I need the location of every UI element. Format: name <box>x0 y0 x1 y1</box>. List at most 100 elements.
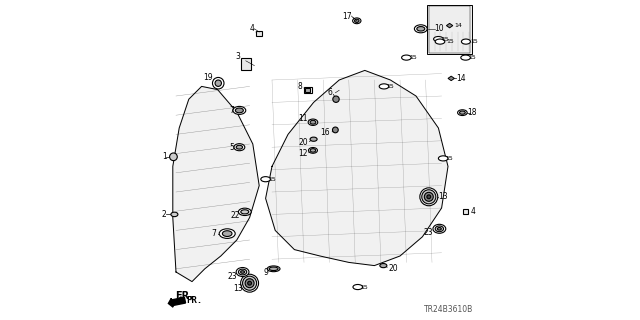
Polygon shape <box>173 86 259 282</box>
Text: 8: 8 <box>298 82 302 91</box>
Bar <box>304 87 312 93</box>
Text: 16: 16 <box>321 128 330 137</box>
Text: 20: 20 <box>388 264 399 273</box>
Text: 7: 7 <box>230 106 235 115</box>
Ellipse shape <box>355 19 359 22</box>
Ellipse shape <box>417 27 425 31</box>
Circle shape <box>215 80 221 86</box>
Bar <box>428 5 472 54</box>
Ellipse shape <box>353 284 362 290</box>
Ellipse shape <box>234 144 245 151</box>
Text: FR.: FR. <box>175 291 193 301</box>
Ellipse shape <box>458 110 467 116</box>
Text: 15: 15 <box>447 39 454 44</box>
Ellipse shape <box>435 226 444 232</box>
Circle shape <box>212 77 224 89</box>
Text: 20: 20 <box>299 138 308 147</box>
Ellipse shape <box>310 120 316 124</box>
Circle shape <box>333 127 339 133</box>
Text: 1: 1 <box>162 152 166 161</box>
Ellipse shape <box>268 266 280 272</box>
Circle shape <box>170 153 177 161</box>
Text: 12: 12 <box>298 149 308 158</box>
Circle shape <box>333 96 339 102</box>
Ellipse shape <box>438 228 442 230</box>
Ellipse shape <box>239 269 247 275</box>
Text: 11: 11 <box>298 114 308 123</box>
Ellipse shape <box>353 18 361 24</box>
Text: 5: 5 <box>230 143 235 152</box>
Bar <box>429 6 470 53</box>
Circle shape <box>245 279 254 288</box>
Text: 22: 22 <box>230 212 240 220</box>
Polygon shape <box>266 70 448 266</box>
Ellipse shape <box>236 145 243 149</box>
Circle shape <box>243 276 257 290</box>
Circle shape <box>422 190 436 204</box>
Text: 4: 4 <box>250 24 254 33</box>
Text: 10: 10 <box>435 24 444 33</box>
FancyArrow shape <box>168 297 186 307</box>
Text: 23: 23 <box>227 272 237 281</box>
Circle shape <box>424 192 433 201</box>
Ellipse shape <box>241 210 249 214</box>
Text: FR.: FR. <box>186 296 202 305</box>
Ellipse shape <box>241 271 244 273</box>
Ellipse shape <box>438 156 448 161</box>
Text: 15: 15 <box>441 36 449 42</box>
Ellipse shape <box>379 84 389 89</box>
Text: 15: 15 <box>387 84 394 89</box>
Text: 2: 2 <box>162 210 166 219</box>
Circle shape <box>420 188 438 206</box>
Bar <box>305 88 310 92</box>
Text: 15: 15 <box>268 177 276 182</box>
Text: 3: 3 <box>235 52 240 60</box>
Text: TR24B3610B: TR24B3610B <box>424 305 474 314</box>
Bar <box>256 31 262 36</box>
Ellipse shape <box>269 267 278 271</box>
Text: 19: 19 <box>203 73 212 82</box>
Ellipse shape <box>236 108 243 113</box>
Circle shape <box>427 195 431 199</box>
Text: 15: 15 <box>470 39 478 44</box>
Bar <box>241 58 251 70</box>
Ellipse shape <box>434 36 443 42</box>
Text: 23: 23 <box>424 228 434 237</box>
Ellipse shape <box>460 111 465 114</box>
Text: 13: 13 <box>438 192 448 201</box>
Circle shape <box>248 281 252 285</box>
Ellipse shape <box>461 39 470 44</box>
Text: 9: 9 <box>264 268 269 277</box>
Ellipse shape <box>239 208 252 216</box>
Ellipse shape <box>380 264 387 268</box>
Text: 4: 4 <box>470 207 476 216</box>
Circle shape <box>241 274 259 292</box>
Ellipse shape <box>261 177 271 182</box>
Ellipse shape <box>310 149 316 152</box>
Ellipse shape <box>308 148 317 153</box>
Ellipse shape <box>233 106 246 115</box>
Bar <box>463 209 468 214</box>
Ellipse shape <box>308 119 317 125</box>
Ellipse shape <box>415 25 428 33</box>
Text: 15: 15 <box>468 55 476 60</box>
Text: 15: 15 <box>409 55 417 60</box>
Ellipse shape <box>461 55 470 60</box>
Ellipse shape <box>223 231 232 236</box>
Ellipse shape <box>310 137 317 141</box>
Ellipse shape <box>402 55 412 60</box>
Text: 14: 14 <box>456 74 466 83</box>
Text: 17: 17 <box>342 12 351 20</box>
Text: 18: 18 <box>467 108 477 117</box>
Ellipse shape <box>433 224 445 233</box>
Text: 13: 13 <box>233 284 243 293</box>
Ellipse shape <box>236 268 249 276</box>
Ellipse shape <box>219 229 236 238</box>
Polygon shape <box>448 76 454 81</box>
Text: 7: 7 <box>211 229 216 238</box>
Text: 14: 14 <box>454 23 462 28</box>
Ellipse shape <box>435 39 445 44</box>
Text: 15: 15 <box>445 156 454 161</box>
Ellipse shape <box>171 212 178 217</box>
Text: 15: 15 <box>360 284 368 290</box>
